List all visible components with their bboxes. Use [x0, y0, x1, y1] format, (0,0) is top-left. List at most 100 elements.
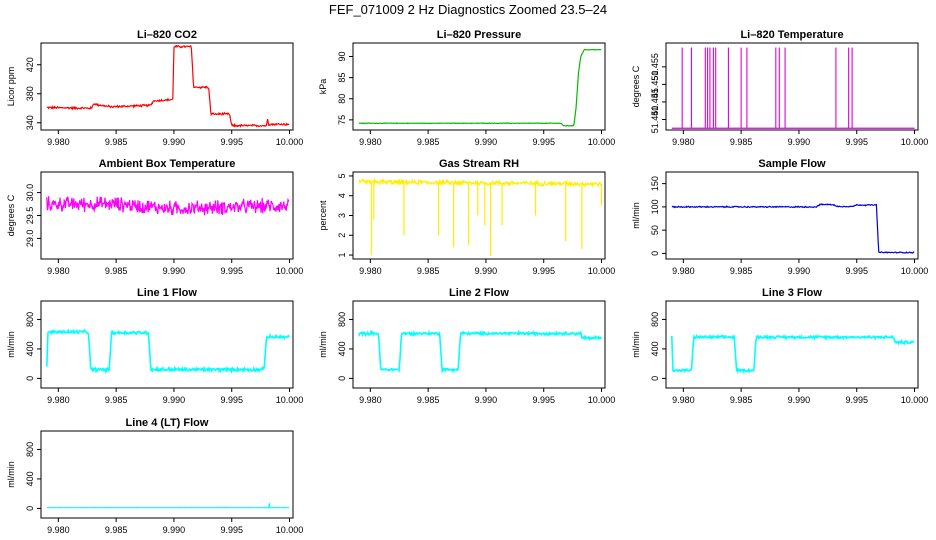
x-tick-label: 9.990 — [475, 395, 498, 405]
x-tick-label: 9.980 — [47, 525, 70, 535]
y-tick-label: 75 — [337, 115, 347, 125]
x-tick-label: 10.000 — [588, 137, 616, 147]
x-tick-label: 9.980 — [672, 395, 695, 405]
chart-title: Line 4 (LT) Flow — [126, 417, 209, 429]
x-tick-label: 9.990 — [163, 395, 186, 405]
y-tick-label: 80 — [337, 94, 347, 104]
x-tick-label: 9.990 — [788, 137, 811, 147]
x-tick-label: 10.000 — [276, 525, 304, 535]
x-tick-label: 9.995 — [845, 266, 868, 276]
y-tick-label: 90 — [337, 52, 347, 62]
x-tick-label: 10.000 — [901, 137, 929, 147]
x-tick-label: 9.995 — [220, 137, 243, 147]
x-tick-label: 9.980 — [47, 137, 70, 147]
y-tick-label: 51.455 — [650, 53, 660, 81]
x-tick-label: 9.985 — [730, 137, 753, 147]
x-tick-label: 10.000 — [588, 266, 616, 276]
y-tick-label: 400 — [25, 471, 35, 486]
x-tick-label: 9.985 — [105, 525, 128, 535]
chart-title: Li–820 Pressure — [437, 29, 521, 41]
x-tick-label: 9.980 — [47, 395, 70, 405]
y-axis-label: ml/min — [318, 331, 328, 358]
y-tick-label: 400 — [337, 341, 347, 356]
x-tick-label: 9.985 — [105, 137, 128, 147]
chart-line4: Line 4 (LT) Flow ml/min 9.980 9.985 9.990 9.9… — [6, 417, 303, 535]
y-tick-label: 0 — [25, 506, 35, 511]
x-tick-label: 9.980 — [672, 137, 695, 147]
x-tick-label: 10.000 — [276, 395, 304, 405]
x-tick-label: 9.985 — [105, 395, 128, 405]
y-axis-label: percent — [318, 200, 328, 231]
chart-title: Ambient Box Temperature — [99, 158, 236, 170]
y-axis-label: kPa — [318, 79, 328, 95]
y-axis-label: ml/min — [6, 461, 16, 488]
chart-title: Line 2 Flow — [449, 287, 509, 299]
chart-temperature: Li–820 Temperature degrees C 9.980 9.985 9.9… — [631, 29, 928, 147]
y-tick-label: 0 — [337, 376, 347, 381]
x-tick-label: 9.985 — [417, 266, 440, 276]
y-tick-label: 0 — [650, 376, 660, 381]
chart-title: Sample Flow — [758, 158, 826, 170]
data-series — [358, 48, 602, 127]
data-series — [46, 328, 290, 375]
y-tick-label: 51.450 — [650, 71, 660, 99]
x-tick-label: 9.980 — [359, 395, 382, 405]
data-series — [358, 177, 603, 256]
x-tick-label: 9.990 — [163, 266, 186, 276]
data-series — [671, 202, 915, 254]
plot-frame — [665, 171, 919, 260]
chart-co2: Li–820 CO2 Licor ppm 9.980 9.985 9.990 9.995 1… — [6, 29, 303, 147]
plot-frame — [40, 171, 294, 260]
x-tick-label: 9.985 — [105, 266, 128, 276]
chart-title: Li–820 Temperature — [740, 29, 843, 41]
chart-line2: Line 2 Flow ml/min 9.980 9.985 9.990 9.995 10.… — [318, 287, 615, 405]
x-tick-label: 10.000 — [276, 266, 304, 276]
plot-frame — [40, 300, 294, 389]
y-tick-label: 2 — [337, 233, 347, 238]
y-tick-label: 420 — [25, 57, 35, 72]
x-tick-label: 9.980 — [47, 266, 70, 276]
y-tick-label: 340 — [25, 115, 35, 130]
y-tick-label: 0 — [650, 251, 660, 256]
y-tick-label: 800 — [25, 442, 35, 457]
x-tick-label: 9.995 — [845, 395, 868, 405]
plot-frame — [40, 430, 294, 519]
y-tick-label: 51.445 — [650, 88, 660, 116]
y-tick-label: 30.0 — [25, 184, 35, 202]
y-tick-label: 29.5 — [25, 207, 35, 225]
x-tick-label: 9.985 — [730, 266, 753, 276]
data-series — [358, 329, 602, 374]
chart-ambient: Ambient Box Temperature degrees C 9.980 9.9… — [6, 158, 303, 276]
x-tick-label: 10.000 — [901, 266, 929, 276]
y-axis-label: ml/min — [631, 331, 641, 358]
chart-title: Line 3 Flow — [762, 287, 822, 299]
data-series — [46, 196, 290, 216]
y-tick-label: 0 — [25, 376, 35, 381]
chart-title: Line 1 Flow — [137, 287, 197, 299]
x-tick-label: 10.000 — [901, 395, 929, 405]
y-axis-label: ml/min — [6, 331, 16, 358]
x-tick-label: 9.990 — [163, 137, 186, 147]
y-tick-label: 3 — [337, 213, 347, 218]
chart-title: Li–820 CO2 — [137, 29, 197, 41]
y-tick-label: 50 — [650, 225, 660, 235]
y-tick-label: 800 — [650, 312, 660, 327]
x-tick-label: 9.980 — [359, 266, 382, 276]
x-tick-label: 10.000 — [588, 395, 616, 405]
figure-title: FEF_071009 2 Hz Diagnostics Zoomed 23.5–… — [328, 2, 608, 17]
x-tick-label: 9.985 — [417, 137, 440, 147]
chart-line3: Line 3 Flow ml/min 9.980 9.985 9.990 9.995 10.… — [631, 287, 928, 405]
y-tick-label: 29.0 — [25, 230, 35, 248]
x-tick-label: 9.990 — [788, 266, 811, 276]
chart-rh: Gas Stream RH percent 9.980 9.985 9.990 9.995… — [318, 158, 615, 276]
y-tick-label: 100 — [650, 199, 660, 214]
x-tick-label: 9.980 — [672, 266, 695, 276]
x-tick-label: 9.990 — [163, 525, 186, 535]
x-tick-label: 9.985 — [730, 395, 753, 405]
x-tick-label: 9.995 — [220, 395, 243, 405]
y-tick-label: 400 — [25, 341, 35, 356]
y-tick-label: 85 — [337, 73, 347, 83]
chart-title: Gas Stream RH — [439, 158, 519, 170]
x-tick-label: 9.990 — [475, 137, 498, 147]
